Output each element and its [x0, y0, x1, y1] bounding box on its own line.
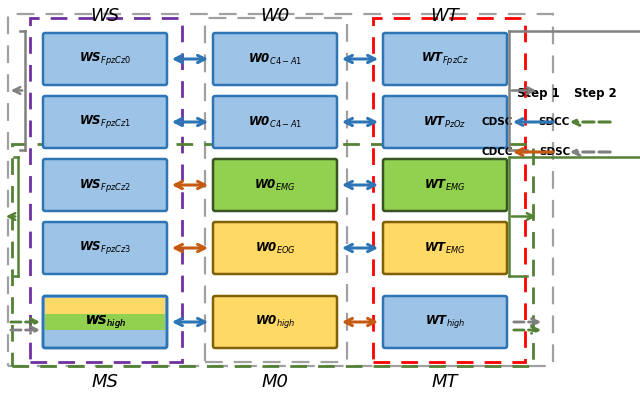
Bar [45, 314, 165, 330]
Text: Step 1: Step 1 [516, 87, 559, 100]
FancyBboxPatch shape [383, 222, 507, 274]
Text: SDSC: SDSC [539, 147, 570, 157]
Text: W0: W0 [260, 7, 290, 25]
Text: WT: WT [431, 7, 460, 25]
Text: CDCC: CDCC [481, 147, 513, 157]
Text: W0$_{high}$: W0$_{high}$ [255, 314, 295, 331]
FancyBboxPatch shape [43, 96, 167, 148]
FancyBboxPatch shape [213, 296, 337, 348]
FancyBboxPatch shape [213, 96, 337, 148]
FancyBboxPatch shape [213, 222, 337, 274]
Bar [205, 18, 347, 362]
Bar [12, 144, 533, 366]
Text: WT$_{FpzCz}$: WT$_{FpzCz}$ [421, 50, 468, 67]
Bar [373, 18, 525, 362]
FancyBboxPatch shape [213, 159, 337, 211]
FancyBboxPatch shape [43, 296, 167, 348]
Text: W0$_{EOG}$: W0$_{EOG}$ [255, 240, 296, 256]
Text: W0$_{C4-A1}$: W0$_{C4-A1}$ [248, 114, 302, 130]
Text: W0$_{C4-A1}$: W0$_{C4-A1}$ [248, 52, 302, 67]
Text: WS$_{FpzCz2}$: WS$_{FpzCz2}$ [79, 177, 131, 193]
FancyBboxPatch shape [213, 33, 337, 85]
Text: WS$_{high}$: WS$_{high}$ [84, 314, 125, 331]
Bar [45, 298, 165, 314]
FancyBboxPatch shape [383, 33, 507, 85]
Bar [8, 14, 553, 366]
Text: W0$_{EMG}$: W0$_{EMG}$ [254, 177, 296, 193]
FancyBboxPatch shape [43, 33, 167, 85]
Bar [45, 330, 165, 346]
Text: WS$_{FpzCz1}$: WS$_{FpzCz1}$ [79, 113, 131, 130]
Text: WS$_{high}$: WS$_{high}$ [84, 314, 125, 331]
FancyBboxPatch shape [383, 296, 507, 348]
Text: MT: MT [432, 373, 458, 391]
FancyBboxPatch shape [43, 222, 167, 274]
Text: WS: WS [90, 7, 120, 25]
Text: Step 2: Step 2 [573, 87, 616, 100]
FancyBboxPatch shape [383, 96, 507, 148]
Text: MS: MS [92, 373, 118, 391]
FancyBboxPatch shape [43, 159, 167, 211]
Text: WT$_{PzOz}$: WT$_{PzOz}$ [423, 114, 467, 130]
Text: SDCC: SDCC [539, 117, 570, 127]
Text: WT$_{high}$: WT$_{high}$ [425, 314, 465, 331]
Text: CDSC: CDSC [482, 117, 513, 127]
Text: WT$_{EMG}$: WT$_{EMG}$ [424, 177, 466, 193]
FancyBboxPatch shape [383, 159, 507, 211]
Text: M0: M0 [262, 373, 289, 391]
Bar [30, 18, 182, 362]
Text: WS$_{FpzCz0}$: WS$_{FpzCz0}$ [79, 50, 131, 67]
Text: WS$_{FpzCz3}$: WS$_{FpzCz3}$ [79, 240, 131, 256]
Text: WT$_{EMG}$: WT$_{EMG}$ [424, 240, 466, 256]
